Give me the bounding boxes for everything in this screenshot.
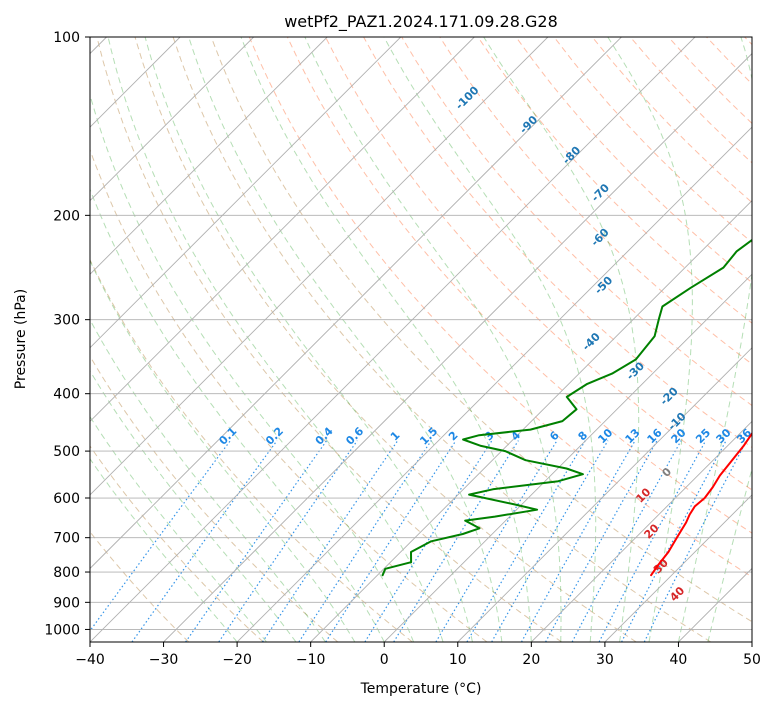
mixing-ratio-line: [545, 440, 658, 642]
y-tick-label: 800: [53, 565, 80, 581]
isotherm-gridline: [236, 126, 752, 642]
isotherm-gridline: [531, 420, 752, 642]
isotherm-gridline: [163, 52, 752, 642]
moist-adiabat-line: [707, 467, 752, 642]
mixing-ratio-line: [218, 440, 358, 642]
dewpoint-profile-line: [381, 238, 752, 577]
mixing-ratio-line: [185, 440, 328, 642]
x-tick-label: 40: [670, 652, 688, 668]
isotherm-gridline: [90, 37, 475, 422]
y-tick-label: 100: [53, 30, 80, 46]
dry-adiabat-line: [90, 258, 413, 642]
moist-adiabat-line: [107, 37, 444, 642]
mixing-ratio-line: [643, 440, 748, 642]
moist-adiabat-line: [90, 188, 385, 642]
x-tick-label: −40: [75, 652, 105, 668]
dry-adiabat-line: [134, 37, 637, 642]
isotherm-gridline: [90, 37, 254, 202]
dry-adiabat-line: [286, 37, 752, 534]
dry-adiabat-line: [96, 37, 562, 642]
moist-adiabat-line: [383, 37, 597, 642]
mixing-ratio-line: [298, 440, 432, 642]
y-tick-label: 400: [53, 387, 80, 403]
isotherm-gridline: [90, 37, 622, 570]
mixing-ratio-line: [261, 440, 399, 642]
moist-adiabat-line: [607, 37, 693, 642]
mixing-ratio-line: [491, 440, 609, 642]
moist-adiabat-line: [677, 37, 752, 642]
dry-adiabat-line: [325, 37, 752, 491]
dry-adiabat-line: [172, 37, 712, 642]
x-axis: −40 −30 −20 −10 0 10 20 30 40 50: [75, 642, 761, 668]
mixing-ratio-line: [571, 440, 682, 642]
moist-adiabat-line: [483, 37, 640, 642]
mixing-ratio-line: [520, 440, 636, 642]
grid-lines: [90, 37, 752, 642]
mixing-ratio-line: [90, 440, 231, 632]
moist-adiabat-line: [90, 415, 267, 642]
x-tick-label: 10: [449, 652, 467, 668]
x-tick-label: −20: [222, 652, 252, 668]
mixing-ratio-line: [325, 440, 457, 642]
temperature-profile-line: [650, 431, 752, 577]
y-tick-label: 300: [53, 313, 80, 329]
y-axis-title: Pressure (hPa): [13, 289, 29, 389]
moist-adiabat-line: [90, 369, 297, 642]
moist-adiabat-line: [240, 37, 532, 642]
y-axis: 1000 900 800 700 600 500 400 300 200 100: [44, 30, 90, 638]
plot-frame: [89, 36, 753, 643]
dry-adiabat-line: [248, 37, 752, 578]
x-tick-label: 50: [743, 652, 761, 668]
isotherm-gridline: [90, 37, 402, 349]
isotherm-gridline: [90, 37, 328, 275]
y-tick-label: 600: [53, 491, 80, 507]
y-tick-label: 900: [53, 595, 80, 611]
isotherm-gridline: [90, 37, 696, 642]
y-tick-label: 1000: [44, 622, 80, 638]
moist-adiabat-line: [90, 318, 326, 642]
isotherm-gridline: [383, 273, 752, 642]
chart-title: wetPf2_PAZ1.2024.171.09.28.G28: [284, 12, 558, 32]
moist-adiabat-line: [144, 37, 473, 642]
x-tick-label: −10: [296, 652, 326, 668]
moist-adiabat-line: [188, 37, 503, 642]
dry-adiabat-line: [90, 355, 339, 642]
x-tick-label: 30: [596, 652, 614, 668]
mixing-ratio-line: [364, 440, 493, 642]
y-tick-label: 200: [53, 208, 80, 224]
moist-adiabat-line: [90, 457, 238, 642]
dry-adiabat-line: [90, 445, 264, 642]
mixing-ratio-line: [131, 440, 278, 642]
x-tick-label: 0: [380, 652, 389, 668]
x-tick-label: 20: [522, 652, 540, 668]
data-series: [381, 238, 752, 577]
y-tick-label: 700: [53, 531, 80, 547]
isotherm-gridline: [310, 200, 752, 642]
mixing-ratio-line: [466, 440, 586, 642]
moist-adiabat-line: [304, 37, 562, 642]
x-axis-title: Temperature (°C): [360, 681, 482, 697]
x-tick-label: −30: [149, 652, 179, 668]
moist-adiabat-line: [90, 259, 356, 642]
isotherm-gridline: [90, 37, 549, 496]
reference-lines: [90, 37, 752, 642]
isotherm-gridline: [604, 494, 752, 642]
isotherm-gridline: [457, 347, 752, 642]
mixing-ratio-line: [435, 440, 558, 642]
y-tick-label: 500: [53, 444, 80, 460]
dry-adiabat-line: [210, 37, 752, 623]
